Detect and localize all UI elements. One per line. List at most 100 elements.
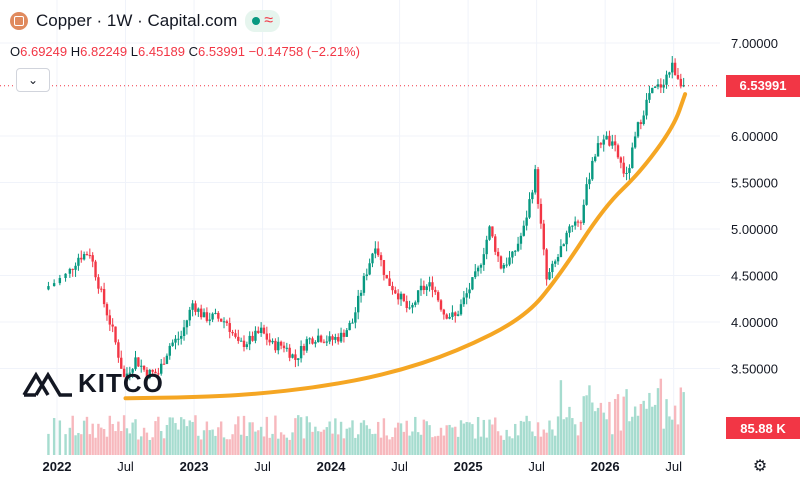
volume-bar xyxy=(314,426,317,455)
candle-body xyxy=(422,285,426,291)
volume-bar xyxy=(465,421,468,455)
candle-body xyxy=(277,341,280,351)
volume-bar xyxy=(376,421,380,455)
candle-body xyxy=(631,147,634,169)
candle-body xyxy=(322,341,326,343)
kitco-logo: KITCO xyxy=(22,368,164,399)
volume-bar xyxy=(319,431,323,455)
candle-body xyxy=(399,293,403,300)
candle-body xyxy=(568,226,571,233)
candle-body xyxy=(345,330,348,337)
candle-body xyxy=(311,338,314,344)
candle-body xyxy=(354,312,357,323)
volume-bar xyxy=(297,415,300,455)
candle-body xyxy=(405,301,408,308)
candle-body xyxy=(105,304,109,316)
volume-bar xyxy=(348,427,351,455)
candle-body xyxy=(194,303,197,312)
candle-body xyxy=(82,254,86,260)
volume-bar xyxy=(456,436,460,455)
collapse-button[interactable]: ⌄ xyxy=(16,68,50,92)
candle-body xyxy=(516,243,520,251)
volume-bar xyxy=(482,419,486,455)
volume-bar xyxy=(633,406,637,455)
volume-bar xyxy=(619,430,623,455)
volume-bar xyxy=(257,430,260,455)
volume-bar xyxy=(468,422,471,455)
volume-bar xyxy=(117,421,120,455)
candle-body xyxy=(645,99,648,116)
candle-body xyxy=(588,179,591,185)
volume-bar xyxy=(462,423,466,455)
candle-body xyxy=(639,122,643,125)
candle-body xyxy=(576,221,580,223)
volume-bar xyxy=(548,420,551,455)
candle-body xyxy=(174,338,177,343)
candle-body xyxy=(68,268,72,274)
candle-body xyxy=(225,321,229,324)
volume-bar xyxy=(665,399,668,455)
settings-gear-icon[interactable]: ⚙ xyxy=(752,458,768,475)
candle-body xyxy=(542,223,545,250)
x-tick-label: Jul xyxy=(254,459,271,474)
candle-body xyxy=(102,289,106,305)
volume-bar xyxy=(568,406,571,455)
volume-bar xyxy=(111,423,114,455)
volume-bar xyxy=(239,434,243,455)
volume-bar xyxy=(162,438,166,455)
candle-body xyxy=(456,314,460,316)
volume-bar xyxy=(91,423,94,455)
candle-body xyxy=(182,327,186,336)
candle-body xyxy=(439,300,443,310)
candle-body xyxy=(408,307,411,309)
volume-bar xyxy=(425,421,428,455)
candle-body xyxy=(145,369,149,379)
candle-body xyxy=(231,331,234,334)
candle-body xyxy=(625,172,628,174)
candle-body xyxy=(314,342,317,344)
volume-bar xyxy=(208,430,211,455)
candle-body xyxy=(599,143,603,145)
kitco-mark-icon xyxy=(22,371,72,397)
volume-bar xyxy=(214,435,217,455)
volume-bar xyxy=(268,437,271,455)
volume-bar xyxy=(611,434,614,455)
candle-body xyxy=(411,304,414,308)
candle-body xyxy=(211,313,214,320)
volume-bar xyxy=(596,407,600,455)
volume-bar xyxy=(402,431,406,455)
volume-bar xyxy=(311,431,314,455)
candle-body xyxy=(251,335,254,341)
candle-body xyxy=(58,277,62,284)
y-tick-label: 5.50000 xyxy=(731,176,778,191)
candle-body xyxy=(494,236,497,252)
candle-body xyxy=(619,157,623,163)
volume-bar xyxy=(108,415,112,455)
volume-bar xyxy=(371,434,374,455)
volume-bar xyxy=(140,436,143,455)
candle-body xyxy=(305,339,309,351)
volume-bar xyxy=(474,438,477,455)
candle-body xyxy=(468,289,471,294)
volume-bar xyxy=(265,416,269,455)
volume-bar xyxy=(428,425,431,455)
volume-bar xyxy=(302,438,306,455)
candle-body xyxy=(662,84,665,88)
volume-bar xyxy=(259,426,263,455)
volume-bar xyxy=(142,427,146,455)
volume-bar xyxy=(245,436,249,455)
candle-body xyxy=(551,263,554,273)
chart-grid xyxy=(0,0,720,455)
candle-body xyxy=(505,264,508,266)
market-status[interactable]: ≈ xyxy=(245,10,281,32)
candle-body xyxy=(131,369,134,373)
volume-bar xyxy=(485,437,488,455)
volume-bar xyxy=(128,433,132,455)
candle-body xyxy=(217,312,220,319)
volume-bar xyxy=(651,406,654,455)
volume-bar xyxy=(177,429,180,455)
volume-bar xyxy=(205,421,209,455)
candle-body xyxy=(502,265,506,269)
candle-body xyxy=(462,297,466,305)
